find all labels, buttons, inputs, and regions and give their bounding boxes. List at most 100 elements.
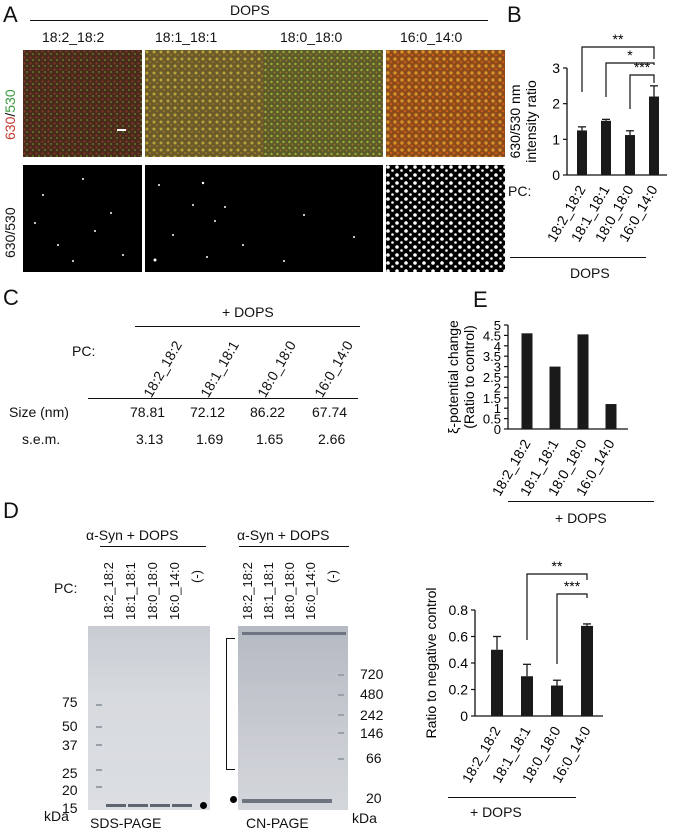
y-tick-label: 0	[460, 708, 468, 724]
panel-a-row1-label: 630/530	[2, 89, 18, 140]
bar	[491, 649, 503, 716]
bar	[551, 685, 563, 716]
gel-left-title: α-Syn + DOPS	[86, 527, 179, 543]
merged-noise-pattern	[23, 50, 142, 157]
panel-e-group-label: + DOPS	[555, 510, 607, 526]
sig-bracket-label: *	[627, 47, 633, 63]
gel-right-kda: kDa	[352, 810, 377, 826]
sig-bracket	[556, 593, 588, 664]
y-tick-label: 0	[494, 422, 501, 437]
gel-right-lane-label: (-)	[325, 570, 340, 583]
micrograph-merged-18-2	[23, 50, 142, 157]
gel-left-marker: 50	[62, 718, 78, 734]
y-tick-label: 4	[494, 339, 501, 354]
panel-b-group-line	[510, 257, 646, 258]
y-axis-label: ξ-potential change	[445, 320, 461, 434]
y-tick-label: 1.5	[483, 391, 501, 406]
gel-right-lane-label: 18:0_18:0	[282, 562, 297, 620]
y-axis-label-group: 630/530 nm intensity ratio	[507, 80, 539, 163]
y-tick-label: 0.8	[449, 602, 469, 618]
micrograph-merged-16-0	[386, 50, 505, 157]
label-slash: /	[2, 112, 18, 117]
panel-a-col-label: 16:0_14:0	[400, 29, 463, 45]
panel-b-group-label: DOPS	[570, 265, 610, 281]
table-cell: 67.74	[312, 404, 348, 420]
panel-a-col-label: 18:2_18:2	[42, 29, 105, 45]
gel-right-marker: 242	[360, 707, 384, 723]
sig-bracket	[581, 46, 655, 92]
panel-a-col-label: 18:0_18:0	[280, 29, 343, 45]
band-dot-marker	[230, 796, 237, 803]
gel-pc-label: PC:	[54, 580, 78, 596]
table-cell: 2.66	[318, 431, 346, 447]
micrograph-merged-18-0	[264, 50, 383, 157]
sig-bracket-label: **	[613, 31, 624, 47]
sds-page-gel	[88, 626, 210, 810]
y-tick-label: 2	[494, 380, 501, 395]
panel-a-header-line	[30, 20, 488, 21]
y-tick-label: 0	[552, 167, 560, 183]
gel-right-lane-label: 18:1_18:1	[261, 562, 276, 620]
panel-d-group-line	[448, 797, 576, 798]
gel-left-lane-label: 18:0_18:0	[145, 562, 160, 620]
gel-left-title-line	[100, 546, 206, 547]
gel-left-lane-label: 18:1_18:1	[123, 562, 138, 620]
panel-c-col-label: 16:0_14:0	[311, 338, 357, 400]
bar	[577, 130, 587, 175]
sig-bracket-label: ***	[564, 578, 581, 594]
table-cell: 3.13	[136, 431, 164, 447]
table-cell: 78.81	[130, 404, 166, 420]
table-cell: 1.65	[256, 431, 284, 447]
cn-page-label: CN-PAGE	[246, 815, 309, 831]
gel-left-lane-label: (-)	[189, 570, 204, 583]
cn-page-gel	[238, 626, 348, 810]
table-row-label: Size (nm)	[9, 404, 69, 420]
table-cell: 72.12	[190, 404, 226, 420]
bar	[577, 334, 589, 429]
sig-bracket	[629, 74, 655, 109]
panel-c-col-label: 18:1_18:1	[197, 338, 243, 400]
micrograph-ratio-18-0	[264, 165, 383, 272]
y-tick-label: 0.2	[449, 682, 469, 698]
y-axis-label: Ratio to negative control	[423, 588, 439, 739]
y-tick-label: 0.4	[449, 655, 469, 671]
y-tick-label: 3.5	[483, 349, 501, 364]
panel-c-group-label: + DOPS	[222, 304, 274, 320]
label-530-green: 530	[2, 89, 18, 113]
micrograph-ratio-18-2	[23, 165, 142, 272]
gel-right-lane-label: 18:2_18:2	[240, 562, 255, 620]
gel-right-title: α-Syn + DOPS	[237, 527, 330, 543]
panel-e-group-line	[508, 501, 654, 502]
table-row-label: s.e.m.	[22, 431, 61, 447]
y-axis-label-group: ξ-potential change (Ratio to control)	[445, 320, 477, 434]
gel-right-marker: 146	[360, 725, 384, 741]
panel-label-a: A	[3, 2, 18, 27]
sig-bracket-label: **	[552, 558, 563, 574]
panel-c-group-line	[135, 326, 360, 327]
y-tick-label: 2	[552, 96, 560, 112]
y-axis-label-group: Ratio to negative control	[423, 588, 439, 739]
bar	[549, 366, 561, 429]
y-tick-label: 1	[494, 401, 501, 416]
y-tick-label: 1	[552, 131, 560, 147]
table-cell: 1.69	[196, 431, 224, 447]
table-cell: 86.22	[250, 404, 286, 420]
panel-a-header: DOPS	[230, 2, 270, 18]
panel-a-col-label: 18:1_18:1	[155, 29, 218, 45]
gel-right-marker: 20	[366, 790, 382, 806]
bar	[625, 135, 635, 175]
panel-c-table-line	[88, 398, 358, 399]
panel-c-col-label: 18:0_18:0	[254, 338, 300, 400]
micrograph-ratio-16-0	[386, 165, 505, 272]
panel-b-pc-label: PC:	[508, 183, 532, 199]
bar	[521, 676, 533, 716]
panel-c-col-label: 18:2_18:2	[140, 338, 186, 400]
gel-left-marker: 75	[62, 694, 78, 710]
panel-a-row2-label: 630/530	[2, 207, 18, 258]
gel-left-marker: 25	[62, 765, 78, 781]
y-axis-label: intensity ratio	[523, 80, 539, 163]
sig-bracket-label: ***	[634, 59, 651, 75]
y-tick-label: 2.5	[483, 370, 501, 385]
